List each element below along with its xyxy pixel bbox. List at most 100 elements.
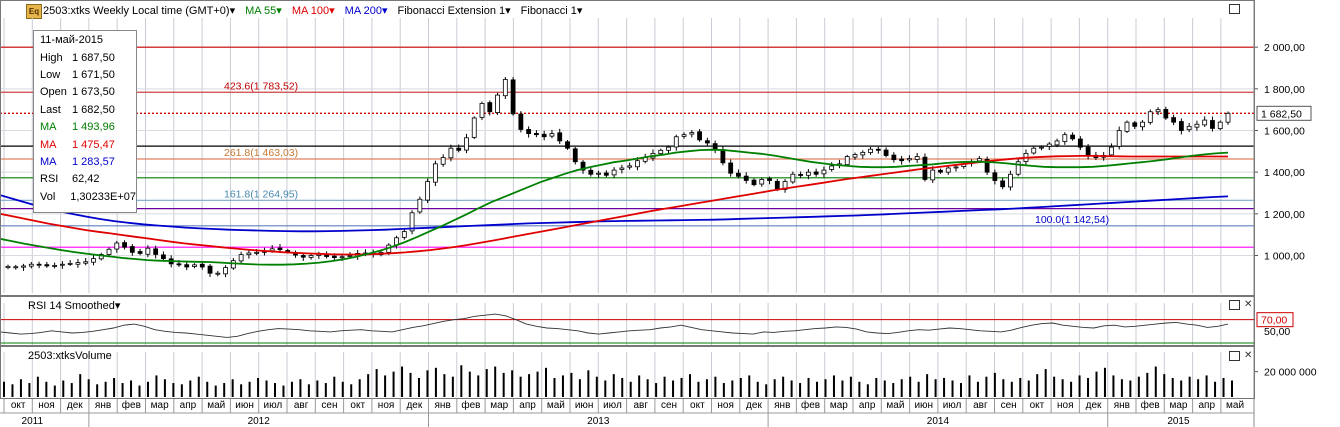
volume-bar[interactable] — [561, 375, 564, 397]
volume-bar[interactable] — [341, 381, 344, 397]
candlestick[interactable] — [300, 253, 306, 261]
candlestick[interactable] — [790, 171, 796, 184]
volume-bar[interactable] — [214, 385, 217, 397]
volume-bar[interactable] — [392, 371, 395, 397]
volume-bar[interactable] — [748, 375, 751, 397]
candlestick[interactable] — [1046, 141, 1052, 151]
indicator-ma55-dropdown[interactable]: MA 55▾ — [245, 4, 282, 17]
indicator-fib-ext-dropdown[interactable]: Fibonacci Extension 1▾ — [397, 4, 511, 17]
volume-bar[interactable] — [485, 369, 488, 397]
candlestick[interactable] — [984, 156, 990, 176]
candlestick[interactable] — [759, 177, 765, 187]
volume-bar[interactable] — [434, 367, 437, 397]
volume-bar[interactable] — [604, 380, 607, 398]
volume-bar[interactable] — [1205, 375, 1208, 397]
candlestick[interactable] — [891, 152, 897, 163]
candlestick[interactable] — [619, 164, 625, 174]
candlestick[interactable] — [122, 240, 127, 250]
candlestick[interactable] — [238, 251, 244, 264]
candlestick[interactable] — [456, 144, 462, 153]
volume-bar[interactable] — [697, 381, 700, 397]
volume-bar[interactable] — [926, 374, 929, 397]
volume-bar[interactable] — [316, 380, 319, 398]
candlestick[interactable] — [751, 178, 757, 187]
volume-bar[interactable] — [1070, 381, 1073, 397]
volume-bar[interactable] — [680, 377, 683, 397]
candlestick[interactable] — [938, 168, 943, 174]
candlestick[interactable] — [5, 264, 11, 270]
volume-bar[interactable] — [1044, 369, 1047, 397]
candlestick[interactable] — [464, 133, 469, 154]
candlestick[interactable] — [1000, 177, 1006, 190]
volume-bar[interactable] — [451, 376, 454, 397]
candlestick[interactable] — [1109, 143, 1114, 157]
volume-bar[interactable] — [138, 385, 141, 397]
candlestick[interactable] — [743, 172, 749, 184]
candlestick[interactable] — [401, 229, 407, 240]
candlestick[interactable] — [860, 150, 866, 159]
volume-bar[interactable] — [1197, 379, 1200, 397]
rsi-line[interactable] — [0, 313, 1229, 338]
volume-bar[interactable] — [70, 383, 73, 397]
candlestick[interactable] — [409, 210, 415, 235]
candlestick[interactable] — [487, 100, 493, 116]
volume-pane-close-icon[interactable]: ✕ — [1244, 350, 1253, 361]
candlestick[interactable] — [798, 171, 804, 179]
volume-bar[interactable] — [206, 381, 209, 397]
volume-bar[interactable] — [968, 375, 971, 397]
volume-bar[interactable] — [875, 377, 878, 397]
volume-bar[interactable] — [883, 380, 886, 398]
volume-bar[interactable] — [951, 380, 954, 398]
volume-bar[interactable] — [307, 384, 310, 397]
volume-bar[interactable] — [79, 374, 82, 397]
ma200-line[interactable] — [0, 194, 1229, 233]
candlestick[interactable] — [137, 248, 143, 256]
volume-bar[interactable] — [28, 383, 31, 397]
candlestick[interactable] — [1171, 114, 1177, 126]
symbol-title-dropdown[interactable]: 2503:xtks Weekly Local time (GMT+0)▾ — [43, 4, 236, 17]
candlestick[interactable] — [627, 162, 633, 170]
indicator-ma100-dropdown[interactable]: MA 100▾ — [291, 4, 335, 17]
volume-bar[interactable] — [121, 383, 124, 397]
volume-bar[interactable] — [197, 376, 200, 397]
volume-bar[interactable] — [782, 376, 785, 397]
candlestick[interactable] — [541, 130, 547, 141]
volume-bar[interactable] — [189, 380, 192, 398]
volume-bar[interactable] — [688, 374, 691, 397]
volume-bar[interactable] — [494, 366, 497, 397]
volume-bar[interactable] — [1146, 372, 1149, 397]
candlestick[interactable] — [875, 146, 881, 154]
candlestick[interactable] — [246, 249, 252, 259]
volume-bar[interactable] — [113, 377, 116, 397]
volume-bar[interactable] — [519, 376, 522, 397]
volume-bar[interactable] — [1222, 377, 1225, 397]
volume-bar[interactable] — [53, 385, 56, 397]
volume-bar[interactable] — [612, 374, 615, 397]
candlestick[interactable] — [28, 261, 34, 269]
candlestick[interactable] — [922, 153, 928, 182]
candlestick[interactable] — [36, 261, 42, 269]
volume-bar[interactable] — [1188, 376, 1191, 397]
volume-bar[interactable] — [714, 376, 717, 397]
candlestick[interactable] — [293, 250, 298, 258]
rsi-pane-maximize-button[interactable] — [1229, 300, 1240, 310]
volume-bar[interactable] — [849, 376, 852, 397]
candlestick[interactable] — [767, 176, 772, 185]
volume-bar[interactable] — [943, 377, 946, 397]
candlestick[interactable] — [432, 160, 438, 187]
candlestick[interactable] — [1062, 132, 1068, 145]
volume-bar[interactable] — [672, 380, 675, 398]
volume-bar[interactable] — [959, 383, 962, 397]
candlestick[interactable] — [844, 154, 850, 167]
price-scale-area[interactable] — [1254, 0, 1340, 427]
candlestick[interactable] — [44, 261, 50, 268]
candlestick[interactable] — [114, 240, 120, 253]
volume-bar[interactable] — [172, 383, 175, 397]
volume-bar[interactable] — [1137, 376, 1140, 397]
ma55-line[interactable] — [0, 148, 1229, 266]
candlestick[interactable] — [1163, 106, 1169, 120]
candlestick[interactable] — [153, 245, 159, 259]
volume-bar[interactable] — [655, 383, 658, 397]
candlestick[interactable] — [1202, 116, 1208, 127]
candlestick[interactable] — [1186, 123, 1192, 133]
